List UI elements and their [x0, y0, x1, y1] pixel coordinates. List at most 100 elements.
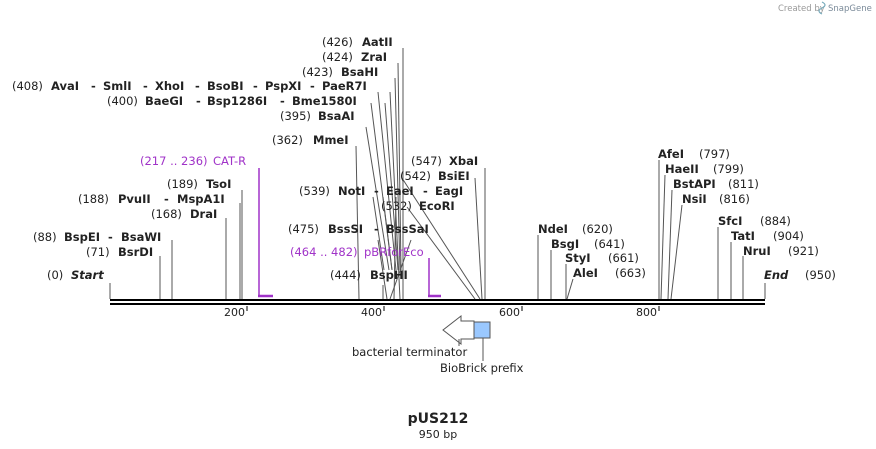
site-name-xhoi[interactable]: XhoI — [155, 79, 184, 93]
leader-line — [355, 145, 360, 300]
feature-box — [473, 321, 491, 339]
site-pos: (904) — [773, 229, 804, 243]
leader-line — [370, 102, 393, 271]
site-pos: (799) — [713, 162, 744, 176]
site-name-bspei[interactable]: BspEI — [64, 230, 100, 244]
site-name-aatii[interactable]: AatII — [362, 35, 393, 49]
primer-range: (464 .. 482) — [290, 245, 358, 259]
primer-name: pBRforEco — [364, 245, 424, 259]
axis: 200 400 600 800 — [224, 306, 660, 319]
site-sep: - — [164, 192, 169, 206]
site-pos: (950) — [805, 268, 836, 282]
site-name-avai[interactable]: AvaI — [51, 79, 79, 93]
site-name-mspa1i[interactable]: MspA1I — [177, 192, 225, 206]
site-sep: - — [374, 222, 379, 236]
site-name-tsoi[interactable]: TsoI — [206, 177, 231, 191]
site-name-bsobi[interactable]: BsoBI — [207, 79, 244, 93]
feature-biobrick-prefix[interactable]: BioBrick prefix — [440, 321, 524, 375]
site-pos: (475) — [288, 222, 319, 236]
site-pos: (168) — [151, 207, 182, 221]
site-name-nrui[interactable]: NruI — [743, 244, 771, 258]
site-pos: (71) — [86, 245, 110, 259]
axis-tick-label: 800 — [636, 306, 657, 319]
axis-tick-label: 400 — [361, 306, 382, 319]
site-name-zrai[interactable]: ZraI — [361, 50, 387, 64]
primer-name: CAT-R — [213, 154, 246, 168]
site-pos: (423) — [302, 65, 333, 79]
site-pos: (532) — [381, 199, 412, 213]
site-pos: (797) — [699, 147, 730, 161]
site-name-tati[interactable]: TatI — [731, 229, 755, 243]
leader-line — [660, 174, 666, 300]
feature-bacterial-terminator[interactable]: bacterial terminator — [352, 314, 475, 359]
site-name-bsahi[interactable]: BsaHI — [341, 65, 378, 79]
site-name-ndei[interactable]: NdeI — [538, 222, 568, 236]
site-name-paer7i[interactable]: PaeR7I — [322, 79, 367, 93]
site-pos: (661) — [608, 251, 639, 265]
site-pos: (189) — [167, 177, 198, 191]
primer-pbrforeco[interactable]: (464 .. 482) pBRforEco — [290, 245, 441, 298]
leader-line — [667, 189, 673, 300]
site-name-pspxi[interactable]: PspXI — [265, 79, 301, 93]
site-name-ecori[interactable]: EcoRI — [419, 199, 455, 213]
site-pos: (884) — [760, 214, 791, 228]
site-name-bsiei[interactable]: BsiEI — [438, 169, 470, 183]
site-pos: (408) — [12, 79, 43, 93]
site-name-pvuii[interactable]: PvuII — [118, 192, 151, 206]
site-name-xbai[interactable]: XbaI — [449, 154, 478, 168]
site-name-bstapi[interactable]: BstAPI — [673, 177, 716, 191]
site-name-mmei[interactable]: MmeI — [313, 133, 349, 147]
site-name-styi[interactable]: StyI — [565, 251, 591, 265]
plasmid-name: pUS212 — [408, 411, 469, 427]
site-name-smli[interactable]: SmlI — [103, 79, 132, 93]
site-name-alei[interactable]: AleI — [573, 266, 598, 280]
site-pos: (444) — [330, 268, 361, 282]
site-sep: - — [143, 79, 148, 93]
leader-line — [394, 77, 401, 271]
site-pos: (816) — [719, 192, 750, 206]
site-sep: - — [253, 79, 258, 93]
site-pos: (620) — [582, 222, 613, 236]
site-name-bsaai[interactable]: BsaAI — [318, 109, 355, 123]
site-name-bsphi[interactable]: BspHI — [370, 268, 408, 282]
primer-range: (217 .. 236) — [140, 154, 208, 168]
site-pos: (921) — [788, 244, 819, 258]
leader-line — [406, 206, 476, 300]
site-name-eagi[interactable]: EagI — [435, 184, 463, 198]
site-pos: (424) — [322, 50, 353, 64]
site-name-bsp1286i[interactable]: Bsp1286I — [207, 94, 267, 108]
leader-line — [397, 62, 402, 271]
site-name-start[interactable]: Start — [71, 268, 104, 282]
site-name-end[interactable]: End — [764, 268, 789, 282]
site-leader-lines — [109, 48, 766, 300]
site-name-bsssai[interactable]: BssSaI — [386, 222, 429, 236]
site-name-baegi[interactable]: BaeGI — [145, 94, 183, 108]
leader-line — [365, 126, 390, 271]
site-name-bsawi[interactable]: BsaWI — [121, 230, 161, 244]
site-pos: (426) — [322, 35, 353, 49]
leader-line — [377, 91, 397, 271]
feature-label: bacterial terminator — [352, 345, 467, 359]
leader-line — [566, 278, 574, 300]
site-name-nsii[interactable]: NsiI — [682, 192, 707, 206]
site-name-haeii[interactable]: HaeII — [665, 162, 699, 176]
primer-cat-r[interactable]: (217 .. 236) CAT-R — [140, 154, 273, 298]
site-name-bsrdi[interactable]: BsrDI — [118, 245, 153, 259]
site-name-afei[interactable]: AfeI — [658, 147, 684, 161]
feature-label: BioBrick prefix — [440, 361, 524, 375]
site-pos: (400) — [107, 94, 138, 108]
site-sep: - — [310, 79, 315, 93]
leader-line — [401, 177, 481, 300]
site-name-bsssi[interactable]: BssSI — [328, 222, 363, 236]
site-name-eaei[interactable]: EaeI — [386, 184, 414, 198]
site-sep: - — [91, 79, 96, 93]
site-name-bme1580i[interactable]: Bme1580I — [292, 94, 357, 108]
brand-created-by: Created by — [778, 4, 825, 14]
site-name-sfci[interactable]: SfcI — [718, 214, 742, 228]
site-name-bsgi[interactable]: BsgI — [551, 237, 579, 251]
leader-line — [474, 177, 483, 300]
site-name-drai[interactable]: DraI — [190, 207, 217, 221]
site-name-noti[interactable]: NotI — [338, 184, 365, 198]
site-pos: (362) — [272, 133, 303, 147]
